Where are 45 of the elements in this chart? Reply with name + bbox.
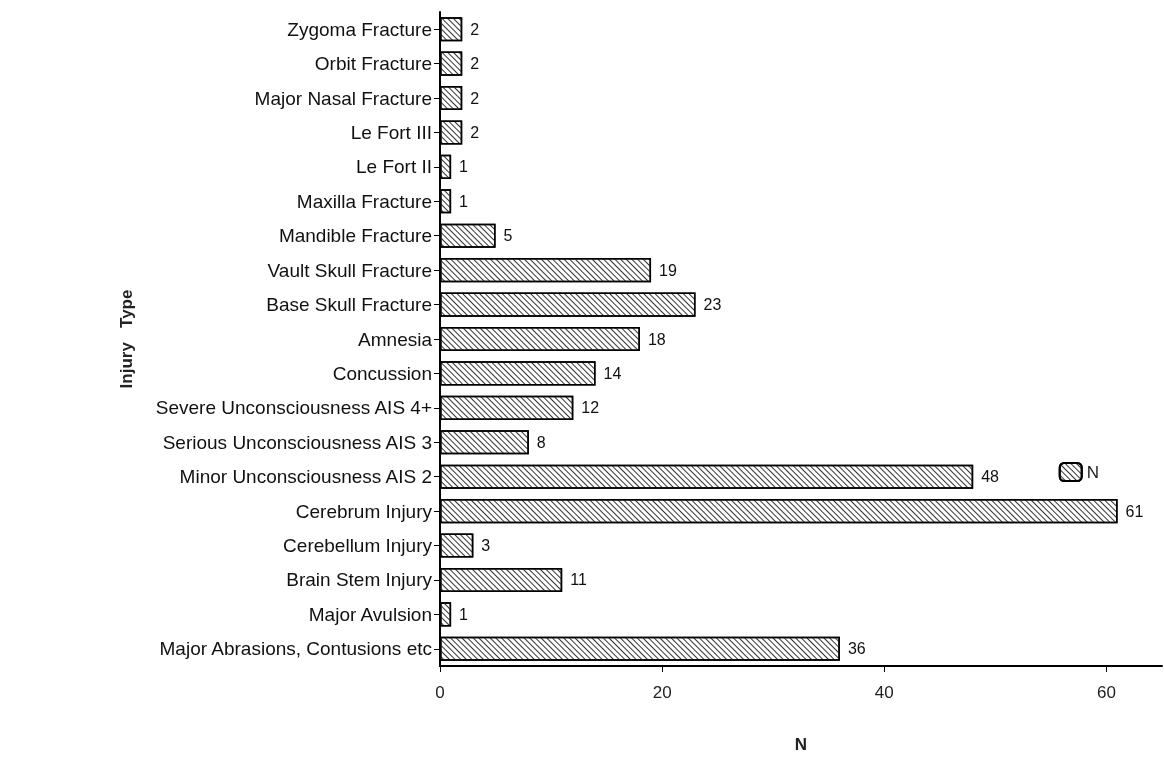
y-tick-label: Amnesia xyxy=(358,328,433,350)
data-label: 18 xyxy=(647,330,666,348)
y-tick-label: Major Avulsion xyxy=(308,603,432,625)
data-label: 8 xyxy=(536,433,546,451)
y-tick-label: Major Nasal Fracture xyxy=(254,87,432,109)
data-label: 1 xyxy=(459,605,469,623)
data-label: 3 xyxy=(481,537,491,555)
y-tick-label: Zygoma Fracture xyxy=(287,18,432,40)
x-tick-label: 40 xyxy=(874,683,894,702)
legend-label: N xyxy=(1086,462,1099,482)
data-label: 2 xyxy=(470,20,480,38)
y-tick-label: Mandible Fracture xyxy=(278,225,432,247)
y-tick-label: Brain Stem Injury xyxy=(286,569,433,591)
x-tick-label: 0 xyxy=(435,683,445,702)
x-tick-label: 60 xyxy=(1097,683,1116,702)
data-label: 1 xyxy=(459,192,469,210)
data-label: 61 xyxy=(1125,502,1144,520)
data-label: 12 xyxy=(581,399,600,417)
data-label: 48 xyxy=(981,468,1000,486)
y-tick-label: Le Fort III xyxy=(350,121,432,143)
y-tick-label: Cerebellum Injury xyxy=(283,535,433,557)
y-tick-label: Base Skull Fracture xyxy=(266,294,432,316)
y-tick-label: Severe Unconsciousness AIS 4+ xyxy=(155,397,432,419)
y-tick-label: Minor Unconsciousness AIS 2 xyxy=(179,466,432,488)
data-label: 36 xyxy=(847,640,866,658)
data-label: 5 xyxy=(503,227,513,245)
data-label: 23 xyxy=(703,296,722,314)
data-label: 19 xyxy=(659,261,677,279)
data-label: 2 xyxy=(470,123,480,141)
y-tick-label: Orbit Fracture xyxy=(314,53,432,75)
y-tick-label: Major Abrasions, Contusions etc xyxy=(159,638,432,660)
data-label: 14 xyxy=(603,364,622,382)
x-axis-title: N xyxy=(794,735,808,754)
data-label: 2 xyxy=(470,89,480,107)
y-tick-label: Cerebrum Injury xyxy=(295,500,433,522)
data-label: 1 xyxy=(459,158,469,176)
data-label: 2 xyxy=(470,55,480,73)
y-tick-label: Concussion xyxy=(332,362,432,384)
y-tick-label: Maxilla Fracture xyxy=(296,190,432,212)
y-tick-label: Serious Unconsciousness AIS 3 xyxy=(162,431,432,453)
data-label: 11 xyxy=(570,571,587,589)
x-tick-label: 20 xyxy=(652,683,672,702)
y-axis-title: Injury Type xyxy=(117,289,136,389)
y-tick-label: Le Fort II xyxy=(355,156,432,178)
y-tick-label: Vault Skull Fracture xyxy=(267,259,432,281)
